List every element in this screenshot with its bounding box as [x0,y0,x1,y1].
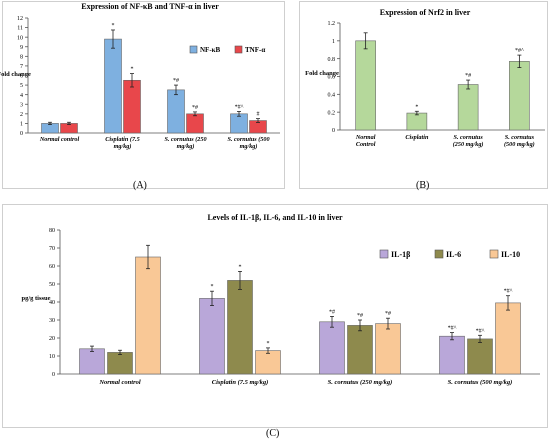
chart-b-ytick-label: 0.6 [328,75,336,81]
panel-a-frame [2,1,285,189]
chart-b-category-label: S. cornutus (250 mg/kg) [453,134,484,148]
chart-c-ytick-label: 20 [49,336,55,342]
chart-c-ytick-label: 0 [52,372,55,378]
chart-c-legend-swatch [434,249,444,259]
chart-c-legend-label: IL-6 [446,250,461,259]
chart-a-ytick-label: 0 [20,131,23,137]
chart-a-ytick-label: 2 [20,112,23,118]
chart-c-bar [347,325,373,375]
chart-b-ytick-label: 0 [332,128,335,134]
chart-a-category-label: Cisplatin (7.5 mg/kg) [105,136,139,150]
chart-b-category-label: S. cornutus (500 mg/kg) [504,134,535,148]
chart-a-category-label: Normal control [39,136,80,143]
chart-c-category-label: S. cornutus (250 mg/kg) [328,379,393,386]
chart-b-ytick-label: 1 [332,39,335,45]
chart-c-significance-label: * [239,264,242,270]
chart-c-legend-swatch [489,249,499,259]
chart-c-significance-label: *#^ [476,328,485,334]
chart-c-significance-label: * [211,284,214,290]
chart-a-significance-label: *#^ [235,104,244,110]
chart-a-significance-label: * [112,23,115,29]
chart-c-ytick-label: 10 [49,354,55,360]
chart-c-bar [255,350,281,375]
chart-c-category-label: Normal control [98,379,141,386]
chart-a-ytick-label: 1 [20,122,23,128]
chart-c-legend-label: IL-1β [391,250,410,259]
chart-a-ytick-label: 6 [20,74,23,80]
chart-c-significance-label: *#^ [504,289,513,295]
chart-a-title: Expression of NF-κB and TNF-α in liver [81,2,219,11]
panel-a-letter: (A) [133,180,147,191]
chart-c-significance-label: *#^ [448,326,457,332]
chart-a-ytick-label: 11 [17,26,23,32]
chart-a-ytick-label: 12 [17,16,23,22]
chart-c-bar [319,321,345,375]
chart-b-ytick-label: 1.2 [328,21,336,27]
chart-c-bar [227,280,253,375]
chart-b-significance-label: *#^ [515,48,524,54]
chart-c-bar [199,298,225,375]
chart-a-category-label: S. cornutus (500 mg/kg) [227,136,269,150]
chart-a-significance-label: *# [173,78,179,84]
chart-b-category-label: Cisplatin [405,134,429,141]
chart-c-ytick-label: 30 [49,318,55,324]
chart-c-ytick-label: 80 [49,228,55,234]
chart-a-significance-label: # [257,112,260,118]
chart-c-category-label: S. cornutus (500 mg/kg) [448,379,513,386]
chart-b-title: Expression of Nrf2 in liver [380,8,471,17]
chart-c-category-label: Cisplatin (7.5 mg/kg) [212,379,269,386]
chart-b-significance-label: * [415,104,418,110]
chart-c-significance-label: *# [385,311,391,317]
chart-a-ytick-label: 8 [20,54,23,60]
chart-c-bar [495,302,521,375]
chart-c-bar [135,256,161,375]
chart-c-bar [439,335,465,375]
chart-b-ytick-label: 0.4 [328,92,336,98]
chart-a-category-label: S. cornutus (250 mg/kg) [164,136,206,150]
chart-a-ytick-label: 10 [17,35,23,41]
chart-c-ytick-label: 70 [49,246,55,252]
chart-a-ytick-label: 7 [20,64,23,70]
chart-b-significance-label: *# [465,73,471,79]
chart-c-legend-swatch [379,249,389,259]
chart-c-significance-label: *# [357,313,363,319]
chart-b-ylabel: Fold change [305,70,339,77]
chart-a-legend-label: NF-κB [200,46,221,54]
chart-c-ytick-label: 40 [49,300,55,306]
chart-c-ylabel: pg/g tissue [21,295,50,302]
panel-c-letter: (C) [266,428,280,439]
chart-b-ytick-label: 0.8 [328,57,336,63]
chart-c-bar [375,323,401,375]
chart-b-ytick-label: 0.2 [328,110,336,116]
panel-b-letter: (B) [416,180,430,191]
chart-a-significance-label: * [131,67,134,73]
chart-c-ytick-label: 60 [49,264,55,270]
chart-a-ytick-label: 9 [20,45,23,51]
chart-c-significance-label: *# [329,309,335,315]
chart-b-category-label: Normal Control [355,134,376,148]
panel-c-frame [2,204,548,428]
chart-c-bar [467,338,493,375]
chart-c-bar [107,352,133,375]
chart-a-ytick-label: 3 [20,102,23,108]
chart-c-title: Levels of IL-1β, IL-6, and IL-10 in live… [207,213,343,222]
chart-a-legend-swatch [234,45,243,54]
panel-b-frame [299,1,548,189]
chart-c-ytick-label: 50 [49,282,55,288]
chart-a-legend-label: TNF-α [245,46,265,54]
chart-a-significance-label: *# [192,105,198,111]
chart-a-ytick-label: 5 [20,83,23,89]
chart-c-legend-label: IL-10 [501,250,520,259]
chart-a-ytick-label: 4 [20,93,23,99]
chart-c-significance-label: * [267,341,270,347]
chart-a-legend-swatch [189,45,198,54]
chart-c-bar [79,348,105,375]
chart-a-ylabel: Fold change [0,71,31,78]
